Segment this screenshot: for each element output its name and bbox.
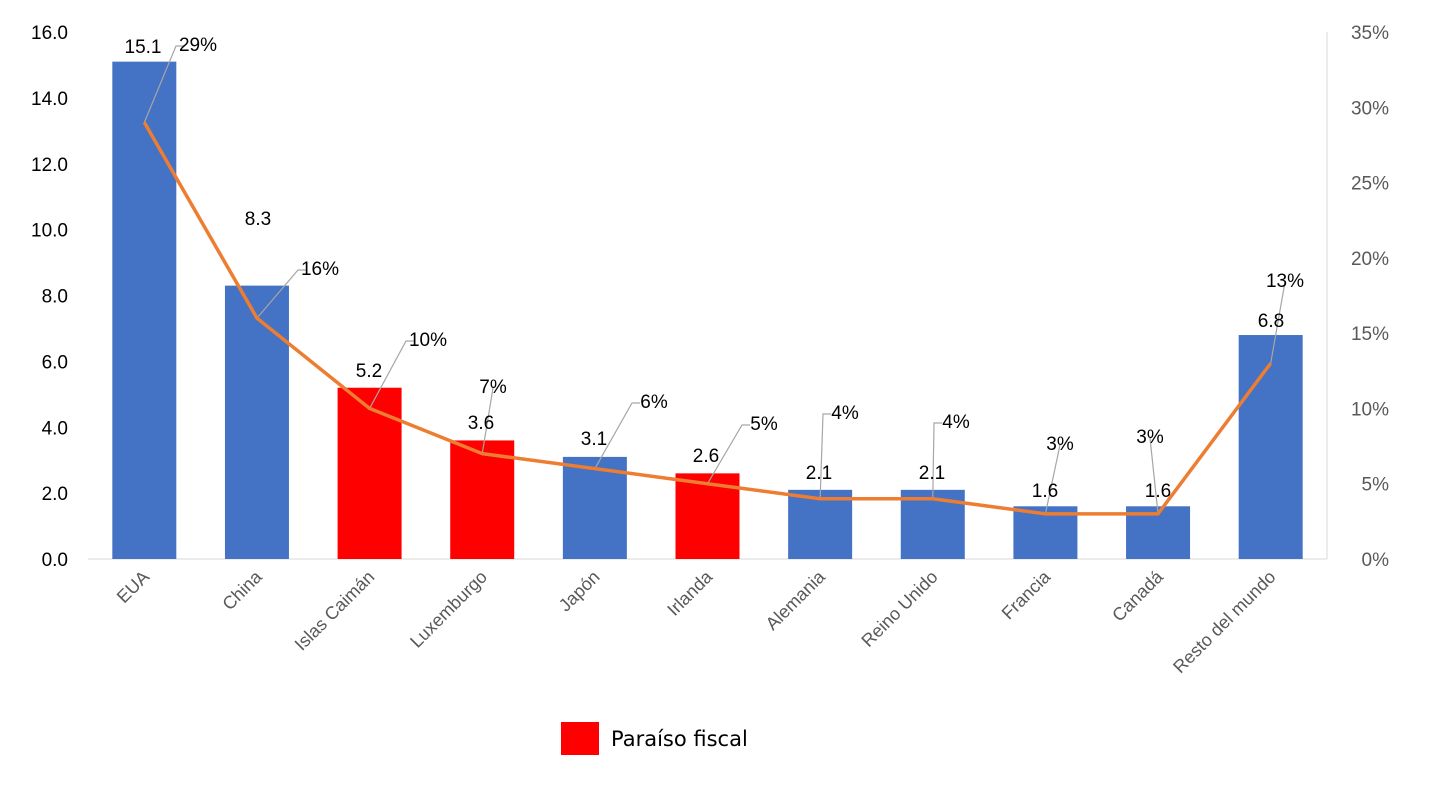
category-label: Francia [998,566,1055,623]
left-tick-label: 6.0 [42,352,68,373]
left-tick-label: 14.0 [31,89,68,110]
bar-value-label: 1.6 [1032,481,1058,502]
line-value-label: 7% [479,377,507,398]
line-value-label: 29% [179,35,217,56]
left-tick-label: 16.0 [31,23,68,44]
category-label: Canadá [1108,566,1167,625]
leader-line [1149,437,1159,514]
bar-japón [562,456,627,559]
leader-line [594,402,640,469]
right-tick-label: 20% [1351,249,1389,270]
left-tick-label: 10.0 [31,221,68,242]
leader-line [932,422,942,499]
category-label: Resto del mundo [1169,567,1279,677]
leader-line [1044,444,1061,514]
right-tick-label: 25% [1351,174,1389,195]
line-value-label: 5% [750,414,778,435]
left-tick-label: 12.0 [31,155,68,176]
category-label: Reino Unido [857,567,941,651]
line-value-label: 4% [831,403,859,424]
leader-line [369,340,414,409]
category-label: Islas Caimán [291,567,379,655]
bar-value-label: 3.6 [468,413,494,434]
bar-china [224,285,289,559]
bar-islas-caimán [337,387,402,559]
category-label: China [218,566,266,614]
right-tick-label: 35% [1351,23,1389,44]
line-value-label: 16% [301,259,339,280]
bar-alemania [788,489,853,559]
left-tick-label: 0.0 [42,550,68,571]
bar-value-label: 2.6 [693,446,719,467]
category-label: Japón [555,567,604,616]
right-tick-label: 10% [1351,399,1389,420]
right-tick-label: 5% [1362,475,1390,496]
category-label: Alemania [762,566,830,634]
legend: Paraíso fiscal [561,722,748,755]
line-value-label: 3% [1046,434,1074,455]
category-label: Luxemburgo [406,567,491,652]
right-tick-label: 0% [1362,550,1390,571]
bar-eua [112,61,177,560]
left-tick-label: 4.0 [42,418,68,439]
right-tick-label: 30% [1351,98,1389,119]
bar-value-label: 6.8 [1258,311,1284,332]
bar-value-label: 2.1 [806,463,832,484]
line-value-label: 3% [1136,427,1164,448]
category-label: Irlanda [663,566,717,620]
left-tick-label: 2.0 [42,484,68,505]
line-value-label: 13% [1266,271,1304,292]
line-value-label: 4% [942,412,970,433]
left-tick-label: 8.0 [42,287,68,308]
legend-swatch-paraiso-fiscal [561,722,599,755]
bar-value-label: 2.1 [919,463,945,484]
leader-line [143,45,184,123]
line-value-label: 10% [409,330,447,351]
bar-value-label: 8.3 [245,209,271,230]
line-value-label: 6% [640,392,668,413]
bar-value-label: 1.6 [1145,481,1171,502]
right-tick-label: 15% [1351,324,1389,345]
leader-line [1270,281,1286,364]
legend-label: Paraíso fiscal [611,726,748,751]
leader-line [706,424,750,485]
bar-resto-del-mundo [1238,335,1303,559]
bar-value-label: 3.1 [581,429,607,450]
leader-line [256,269,306,319]
leader-line [481,387,494,454]
bar-luxemburgo [450,440,515,559]
bar-value-label: 5.2 [356,361,382,382]
category-label: EUA [113,567,153,607]
leader-line [819,413,831,499]
bar-value-label: 15.1 [125,37,162,58]
share-line [142,121,1273,516]
